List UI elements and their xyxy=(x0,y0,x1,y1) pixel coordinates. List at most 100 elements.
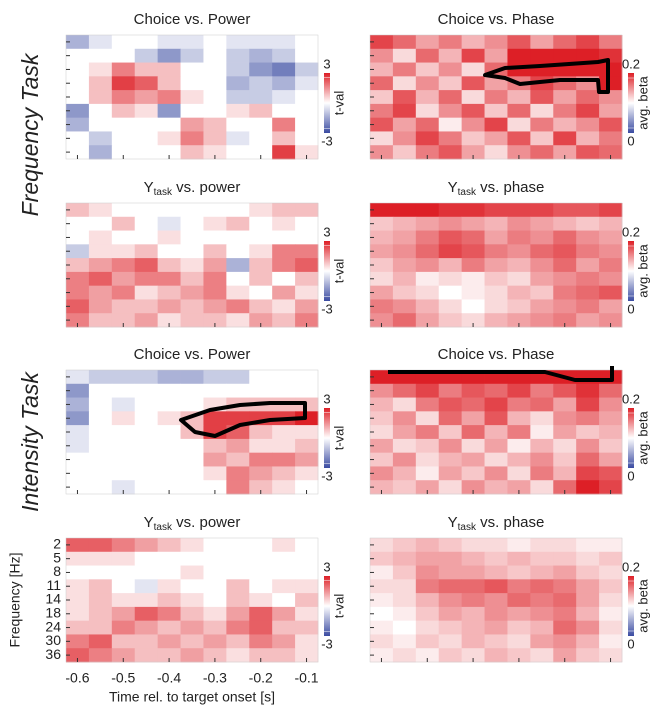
heatmap-cell xyxy=(530,203,554,218)
heatmap-cell xyxy=(226,62,250,77)
colorbar-tick-label: 3 xyxy=(323,391,330,406)
panel-title: Choice vs. Phase xyxy=(438,11,555,28)
heatmap-cell xyxy=(111,466,136,481)
heatmap-cell xyxy=(157,538,181,553)
heatmap-cell xyxy=(415,271,440,287)
heatmap-cell xyxy=(272,258,296,273)
heatmap-cell xyxy=(576,48,600,63)
colorbar-tick-label: 0 xyxy=(627,301,634,316)
heatmap-cell xyxy=(553,117,577,132)
heatmap-cell xyxy=(507,620,531,635)
heatmap-cell xyxy=(134,35,159,50)
heatmap-cell xyxy=(370,203,394,218)
heatmap-cell xyxy=(88,76,113,91)
heatmap-cell xyxy=(249,425,273,440)
heatmap-cell xyxy=(461,411,485,426)
heatmap-cell xyxy=(370,299,394,314)
heatmap-cell xyxy=(180,62,204,77)
heatmap-cell xyxy=(507,313,531,328)
heatmap-cell xyxy=(438,131,463,146)
x-tick-label: -0.6 xyxy=(65,670,89,686)
heatmap-cell xyxy=(226,411,250,426)
heatmap-cell xyxy=(507,103,531,119)
heatmap-cell xyxy=(203,466,227,481)
heatmap-cell xyxy=(66,480,90,495)
heatmap-cell xyxy=(134,397,159,412)
heatmap-cell xyxy=(392,203,417,218)
heatmap-cell xyxy=(180,383,204,398)
heatmap-cell xyxy=(180,648,204,663)
heatmap-cell xyxy=(370,466,394,481)
heatmap-cell xyxy=(134,370,159,385)
heatmap-cell xyxy=(134,258,159,273)
heatmap-cell xyxy=(88,634,113,649)
heatmap-cell xyxy=(88,551,113,566)
heatmap-cell xyxy=(66,145,90,160)
heatmap-cell xyxy=(203,452,227,467)
colorbar-label: avg. beta xyxy=(635,75,650,129)
heatmap-cell xyxy=(203,551,227,566)
heatmap-cell xyxy=(576,103,600,119)
heatmap-cell xyxy=(226,216,250,231)
heatmap-cell xyxy=(226,452,250,467)
heatmap-cell xyxy=(203,35,227,50)
heatmap-cell xyxy=(392,648,417,663)
heatmap-cell xyxy=(88,593,113,608)
heatmap-cell xyxy=(134,313,159,328)
heatmap-cell xyxy=(157,593,181,608)
heatmap-cell xyxy=(392,90,417,105)
heatmap-cell xyxy=(134,538,159,553)
heatmap-cell xyxy=(415,411,440,426)
heatmap-cell xyxy=(599,258,623,273)
heatmap-cell xyxy=(530,425,554,440)
heatmap-cell xyxy=(272,551,296,566)
heatmap-cell xyxy=(415,551,440,566)
panel-title: Ytask vs. phase xyxy=(448,179,545,198)
colorbar-label: t-val xyxy=(331,91,346,116)
panel-title: Ytask vs. power xyxy=(144,179,241,198)
heatmap-cell xyxy=(461,117,485,132)
heatmap-cell xyxy=(415,203,440,218)
heatmap-cell xyxy=(88,131,113,146)
heatmap-cell xyxy=(553,606,577,622)
heatmap-cell xyxy=(157,411,181,426)
heatmap-cell xyxy=(461,648,485,663)
heatmap-cell xyxy=(370,216,394,231)
heatmap-cell xyxy=(530,620,554,635)
heatmap-cell xyxy=(507,271,531,287)
heatmap-cell xyxy=(249,452,273,467)
x-tick-label: -0.2 xyxy=(249,670,273,686)
heatmap-cell xyxy=(392,76,417,91)
heatmap-cell xyxy=(461,62,485,77)
colorbar-tick-label: 0 xyxy=(627,133,634,148)
heatmap-cell xyxy=(553,131,577,146)
heatmap-cell xyxy=(370,620,394,635)
heatmap-cell xyxy=(370,145,394,160)
heatmap-cell xyxy=(507,397,531,412)
heatmap-cell xyxy=(249,606,273,622)
heatmap-cell xyxy=(370,244,394,259)
heatmap-cell xyxy=(392,216,417,231)
heatmap-cell xyxy=(66,299,90,314)
colorbar-tick-label: -3 xyxy=(321,133,333,148)
heatmap-cell xyxy=(599,480,623,495)
heatmap-cell xyxy=(484,383,508,398)
heatmap-cell xyxy=(461,285,485,300)
heatmap-cell xyxy=(530,258,554,273)
heatmap-cell xyxy=(507,565,531,580)
heatmap-cell xyxy=(370,62,394,77)
heatmap-cell xyxy=(157,370,181,385)
heatmap-cell xyxy=(88,230,113,245)
heatmap-cell xyxy=(599,62,623,77)
heatmap-cell xyxy=(507,35,531,50)
heatmap-cell xyxy=(599,593,623,608)
heatmap-cell xyxy=(415,90,440,105)
heatmap-cell xyxy=(180,634,204,649)
heatmap-cell xyxy=(272,370,296,385)
heatmap-cell xyxy=(272,466,296,481)
heatmap-cell xyxy=(66,313,90,328)
heatmap-cell xyxy=(461,620,485,635)
heatmap-cell xyxy=(111,48,136,63)
heatmap-cell xyxy=(88,411,113,426)
heatmap-cell xyxy=(134,216,159,231)
